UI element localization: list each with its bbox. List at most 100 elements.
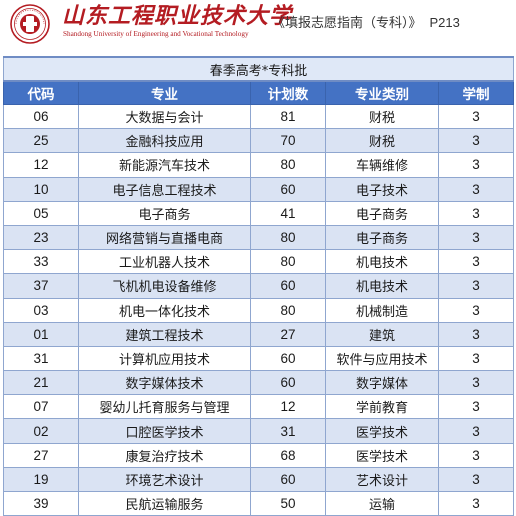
code-cell: 21 — [3, 370, 79, 396]
table-row: 01 建筑工程技术 27 建筑 3 — [3, 321, 514, 347]
table-row: 05 电子商务 41 电子商务 3 — [3, 200, 514, 226]
plan-cell: 81 — [250, 103, 326, 130]
category-cell: 电子商务 — [325, 200, 439, 226]
page-number: P213 — [429, 15, 460, 30]
column-header-category: 专业类别 — [325, 80, 439, 105]
major-cell: 环境艺术设计 — [78, 466, 251, 493]
table-row: 06 大数据与会计 81 财税 3 — [3, 103, 514, 130]
table-row: 07 婴幼儿托育服务与管理 12 学前教育 3 — [3, 394, 514, 420]
code-cell: 06 — [3, 103, 79, 130]
plan-cell: 70 — [250, 128, 326, 154]
major-cell: 网络营销与直播电商 — [78, 224, 251, 251]
table-row: 02 口腔医学技术 31 医学技术 3 — [3, 418, 514, 444]
plan-cell: 60 — [250, 345, 326, 372]
table-row: 25 金融科技应用 70 财税 3 — [3, 128, 514, 154]
category-cell: 建筑 — [325, 321, 439, 347]
category-cell: 电子技术 — [325, 176, 439, 202]
major-cell: 工业机器人技术 — [78, 249, 251, 275]
table-body: 06 大数据与会计 81 财税 3 25 金融科技应用 70 财税 3 12 新能源汽车技术 80 车辆维… — [3, 103, 514, 516]
years-cell: 3 — [438, 152, 514, 178]
code-cell: 07 — [3, 394, 79, 420]
column-header-major: 专业 — [78, 80, 251, 105]
plan-cell: 60 — [250, 176, 326, 202]
category-cell: 数字媒体 — [325, 370, 439, 396]
category-cell: 车辆维修 — [325, 152, 439, 178]
code-cell: 01 — [3, 321, 79, 347]
category-cell: 机械制造 — [325, 297, 439, 323]
category-cell: 医学技术 — [325, 418, 439, 444]
plan-cell: 27 — [250, 321, 326, 347]
university-seal-icon — [10, 4, 50, 44]
code-cell: 31 — [3, 345, 79, 372]
plan-cell: 12 — [250, 394, 326, 420]
plan-cell: 50 — [250, 490, 326, 516]
category-cell: 运输 — [325, 490, 439, 516]
major-cell: 康复治疗技术 — [78, 442, 251, 468]
major-cell: 数字媒体技术 — [78, 370, 251, 396]
code-cell: 19 — [3, 466, 79, 493]
plan-cell: 31 — [250, 418, 326, 444]
school-name-english: Shandong University of Engineering and V… — [63, 30, 249, 38]
years-cell: 3 — [438, 442, 514, 468]
plan-cell: 68 — [250, 442, 326, 468]
years-cell: 3 — [438, 394, 514, 420]
batch-title: 春季高考*专科批 — [3, 56, 514, 82]
admission-plan-table: 春季高考*专科批 代码 专业 计划数 专业类别 学制 06 大数据与会计 81 财税 3… — [3, 56, 514, 516]
major-cell: 口腔医学技术 — [78, 418, 251, 444]
code-cell: 25 — [3, 128, 79, 154]
years-cell: 3 — [438, 128, 514, 154]
column-header-plan: 计划数 — [250, 80, 326, 105]
table-row: 37 飞机机电设备维修 60 机电技术 3 — [3, 273, 514, 299]
years-cell: 3 — [438, 176, 514, 202]
category-cell: 医学技术 — [325, 442, 439, 468]
category-cell: 机电技术 — [325, 273, 439, 299]
table-row: 10 电子信息工程技术 60 电子技术 3 — [3, 176, 514, 202]
years-cell: 3 — [438, 273, 514, 299]
major-cell: 新能源汽车技术 — [78, 152, 251, 178]
major-cell: 金融科技应用 — [78, 128, 251, 154]
column-header-years: 学制 — [438, 80, 514, 105]
plan-cell: 41 — [250, 200, 326, 226]
years-cell: 3 — [438, 249, 514, 275]
major-cell: 婴幼儿托育服务与管理 — [78, 394, 251, 420]
code-cell: 02 — [3, 418, 79, 444]
years-cell: 3 — [438, 418, 514, 444]
category-cell: 财税 — [325, 103, 439, 130]
column-header-row: 代码 专业 计划数 专业类别 学制 — [3, 80, 514, 105]
category-cell: 艺术设计 — [325, 466, 439, 493]
batch-title-row: 春季高考*专科批 — [3, 56, 514, 82]
plan-cell: 60 — [250, 273, 326, 299]
years-cell: 3 — [438, 200, 514, 226]
code-cell: 03 — [3, 297, 79, 323]
table-row: 39 民航运输服务 50 运输 3 — [3, 490, 514, 516]
code-cell: 37 — [3, 273, 79, 299]
years-cell: 3 — [438, 370, 514, 396]
plan-cell: 60 — [250, 370, 326, 396]
school-name-calligraphy: 山东工程职业技术大学 — [62, 3, 293, 29]
years-cell: 3 — [438, 466, 514, 493]
years-cell: 3 — [438, 490, 514, 516]
table-row: 03 机电一体化技术 80 机械制造 3 — [3, 297, 514, 323]
plan-cell: 80 — [250, 249, 326, 275]
category-cell: 学前教育 — [325, 394, 439, 420]
table-row: 19 环境艺术设计 60 艺术设计 3 — [3, 466, 514, 493]
code-cell: 05 — [3, 200, 79, 226]
category-cell: 软件与应用技术 — [325, 345, 439, 372]
guide-title: 《填报志愿指南（专科）》 P213 — [272, 12, 460, 31]
table-row: 31 计算机应用技术 60 软件与应用技术 3 — [3, 345, 514, 372]
major-cell: 大数据与会计 — [78, 103, 251, 130]
major-cell: 机电一体化技术 — [78, 297, 251, 323]
page-header: 山东工程职业技术大学 Shandong University of Engine… — [0, 0, 516, 48]
years-cell: 3 — [438, 224, 514, 251]
code-cell: 27 — [3, 442, 79, 468]
years-cell: 3 — [438, 103, 514, 130]
category-cell: 电子商务 — [325, 224, 439, 251]
major-cell: 建筑工程技术 — [78, 321, 251, 347]
plan-cell: 60 — [250, 466, 326, 493]
column-header-code: 代码 — [3, 80, 79, 105]
major-cell: 飞机机电设备维修 — [78, 273, 251, 299]
guide-book-title: 《填报志愿指南（专科）》 — [272, 16, 422, 31]
table-row: 23 网络营销与直播电商 80 电子商务 3 — [3, 224, 514, 251]
years-cell: 3 — [438, 297, 514, 323]
